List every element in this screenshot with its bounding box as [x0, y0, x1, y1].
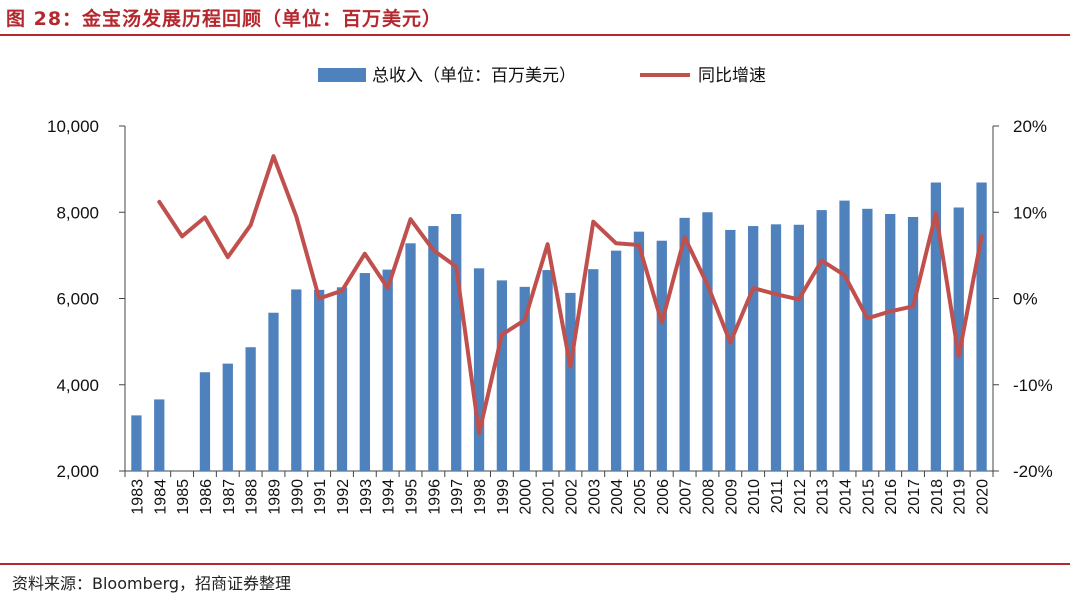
- x-axis-tick-labels: 1983 1984 1985 1986 1987 1988 1989 1990 1991 1992…: [124, 471, 994, 515]
- x-tick-label: 1995: [404, 479, 421, 515]
- revenue-bar: [359, 273, 370, 471]
- revenue-bar: [565, 292, 576, 471]
- revenue-bar: [473, 268, 485, 471]
- revenue-bar: [336, 287, 348, 471]
- revenue-growth-chart: 总收入（单位：百万美元） 同比增速 2,000 4,000 6,000 8,000 10…: [47, 66, 1053, 515]
- y-right-tick-label: 10%: [1013, 203, 1047, 222]
- revenue-bar: [633, 231, 645, 471]
- x-tick-label: 2010: [746, 479, 763, 515]
- x-tick-label: 2002: [563, 479, 580, 515]
- revenue-bar: [930, 182, 942, 471]
- x-tick-label: 1988: [244, 479, 261, 515]
- x-tick-label: 1987: [221, 479, 238, 515]
- x-tick-label: 1991: [312, 479, 329, 515]
- y-left-tick-label: 8,000: [56, 203, 99, 222]
- revenue-bar: [428, 226, 439, 471]
- x-tick-label: 2005: [632, 479, 649, 515]
- x-tick-label: 2000: [518, 479, 535, 515]
- revenue-bar: [610, 250, 622, 471]
- x-tick-label: 1983: [129, 479, 146, 515]
- x-tick-label: 1990: [289, 479, 306, 515]
- revenue-bar: [770, 224, 782, 471]
- revenue-bar: [839, 200, 850, 471]
- revenue-bar: [496, 280, 508, 471]
- revenue-bar: [862, 208, 873, 472]
- x-tick-label: 1989: [266, 479, 283, 515]
- revenue-bar: [199, 372, 211, 471]
- revenue-bar: [291, 289, 302, 471]
- revenue-bar: [793, 224, 804, 471]
- x-tick-label: 2019: [952, 479, 969, 515]
- y-right-tick-label: 20%: [1013, 117, 1047, 136]
- revenue-bar: [885, 213, 896, 471]
- x-tick-label: 2014: [838, 479, 855, 515]
- revenue-bar: [542, 270, 553, 471]
- y-right-tick-label: -10%: [1013, 376, 1053, 395]
- x-tick-label: 2017: [906, 479, 923, 515]
- revenue-bar: [816, 210, 827, 471]
- legend-swatch-revenue: [318, 68, 366, 82]
- x-tick-label: 1992: [335, 479, 352, 515]
- x-tick-label: 2018: [929, 479, 946, 515]
- revenue-bar: [953, 207, 964, 471]
- x-tick-label: 2013: [815, 479, 832, 515]
- x-tick-label: 2015: [860, 479, 877, 515]
- revenue-bar: [245, 347, 256, 471]
- revenue-bar: [588, 269, 599, 471]
- revenue-bar: [222, 363, 233, 471]
- x-tick-label: 1993: [358, 479, 375, 515]
- x-tick-label: 2001: [541, 479, 558, 515]
- revenue-bar: [656, 240, 667, 471]
- x-tick-label: 1997: [449, 479, 466, 515]
- chart-axes: 2,000 4,000 6,000 8,000 10,000 -20% -10% 0% 10% 2…: [47, 117, 1053, 481]
- y-right-tick-label: -20%: [1013, 462, 1053, 481]
- x-tick-label: 2004: [609, 479, 626, 515]
- x-tick-label: 1998: [472, 479, 489, 515]
- x-tick-label: 2016: [883, 479, 900, 515]
- revenue-bar: [748, 226, 759, 471]
- title-divider: [0, 34, 1070, 36]
- y-left-tick-label: 2,000: [56, 462, 99, 481]
- x-tick-label: 2009: [723, 479, 740, 515]
- y-right-tick-label: 0%: [1013, 290, 1038, 309]
- revenue-bar: [382, 269, 393, 471]
- source-divider: [0, 563, 1070, 565]
- x-tick-label: 2003: [586, 479, 603, 515]
- revenue-bar: [976, 182, 987, 471]
- y-left-tick-label: 4,000: [56, 376, 99, 395]
- x-tick-label: 2008: [700, 479, 717, 515]
- revenue-bar: [907, 216, 919, 471]
- x-tick-label: 1984: [152, 479, 169, 515]
- legend-label-growth: 同比增速: [698, 66, 766, 86]
- y-left-tick-label: 10,000: [47, 117, 99, 136]
- x-tick-label: 1996: [426, 479, 443, 515]
- x-tick-label: 2012: [792, 479, 809, 515]
- revenue-bar: [519, 286, 530, 471]
- x-tick-label: 1985: [175, 479, 192, 515]
- revenue-bar: [725, 229, 736, 471]
- x-tick-label: 2006: [655, 479, 672, 515]
- figure-title: 图 28：金宝汤发展历程回顾（单位：百万美元）: [6, 8, 443, 30]
- y-left-tick-label: 6,000: [56, 290, 99, 309]
- x-tick-label: 1994: [381, 479, 398, 515]
- x-tick-label: 1986: [198, 479, 215, 515]
- x-tick-label: 2020: [975, 479, 992, 515]
- revenue-bars: [131, 182, 987, 472]
- x-tick-label: 2011: [769, 479, 786, 514]
- revenue-bar: [451, 213, 462, 471]
- revenue-bar: [154, 399, 165, 471]
- revenue-bar: [679, 217, 690, 471]
- source-note: 资料来源：Bloomberg，招商证券整理: [12, 574, 292, 593]
- x-tick-label: 2007: [678, 479, 695, 515]
- revenue-bar: [405, 243, 416, 471]
- revenue-bar: [131, 415, 142, 471]
- revenue-bar: [314, 289, 325, 471]
- chart-legend: 总收入（单位：百万美元） 同比增速: [318, 66, 766, 86]
- revenue-bar: [268, 312, 279, 471]
- growth-line: [157, 154, 984, 436]
- x-tick-label: 1999: [495, 479, 512, 515]
- revenue-bar: [702, 212, 713, 471]
- legend-label-revenue: 总收入（单位：百万美元）: [372, 66, 576, 86]
